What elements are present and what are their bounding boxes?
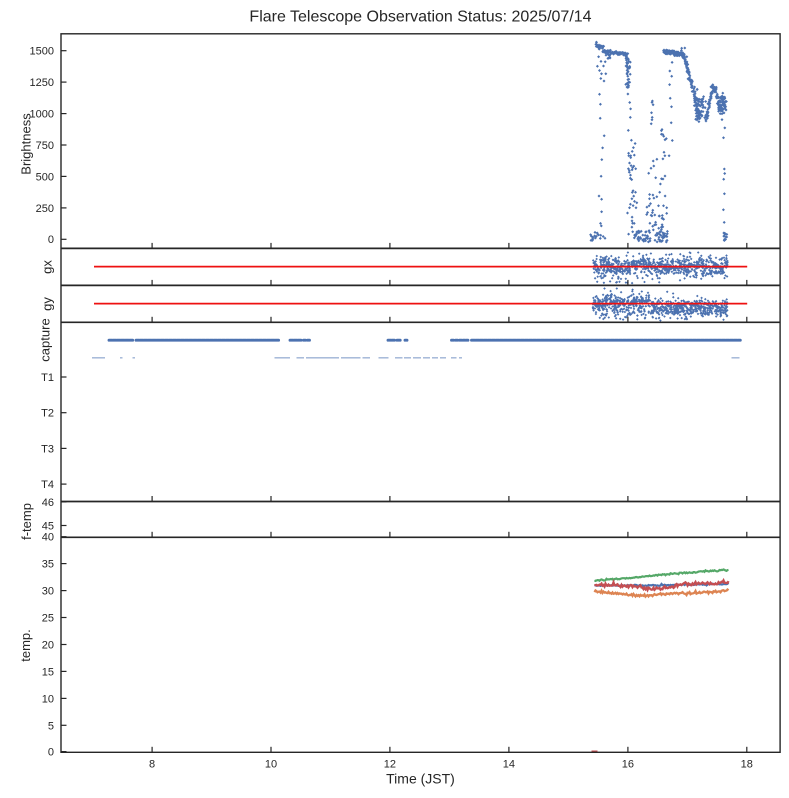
svg-text:35: 35 (42, 559, 54, 571)
svg-text:25: 25 (42, 612, 54, 624)
svg-text:10: 10 (42, 693, 54, 705)
svg-text:14: 14 (503, 758, 515, 770)
svg-text:gy: gy (40, 297, 55, 311)
svg-text:18: 18 (741, 758, 753, 770)
svg-text:45: 45 (42, 520, 54, 532)
svg-text:Brightness: Brightness (19, 113, 34, 175)
svg-text:15: 15 (42, 666, 54, 678)
svg-text:16: 16 (622, 758, 634, 770)
svg-text:temp.: temp. (18, 629, 33, 662)
svg-text:10: 10 (265, 758, 277, 770)
svg-text:gx: gx (40, 260, 55, 274)
svg-text:8: 8 (149, 758, 155, 770)
svg-text:500: 500 (36, 171, 54, 183)
svg-text:750: 750 (36, 140, 54, 152)
svg-text:40: 40 (42, 532, 54, 544)
svg-text:12: 12 (384, 758, 396, 770)
svg-text:20: 20 (42, 639, 54, 651)
svg-text:1250: 1250 (30, 77, 54, 89)
svg-text:Flare Telescope Observation St: Flare Telescope Observation Status: 2025… (249, 9, 591, 26)
svg-text:Time (JST): Time (JST) (386, 771, 455, 787)
svg-text:5: 5 (48, 720, 54, 732)
svg-text:T2: T2 (41, 408, 54, 420)
svg-text:T3: T3 (41, 443, 54, 455)
svg-text:f-temp: f-temp (19, 503, 34, 540)
svg-text:0: 0 (48, 747, 54, 759)
svg-text:30: 30 (42, 586, 54, 598)
svg-text:1000: 1000 (30, 108, 54, 120)
svg-text:0: 0 (48, 234, 54, 246)
svg-text:capture: capture (38, 318, 53, 361)
svg-text:46: 46 (42, 497, 54, 509)
svg-text:T4: T4 (41, 479, 54, 491)
svg-text:1500: 1500 (30, 46, 54, 58)
svg-text:250: 250 (36, 203, 54, 215)
svg-text:T1: T1 (41, 372, 54, 384)
